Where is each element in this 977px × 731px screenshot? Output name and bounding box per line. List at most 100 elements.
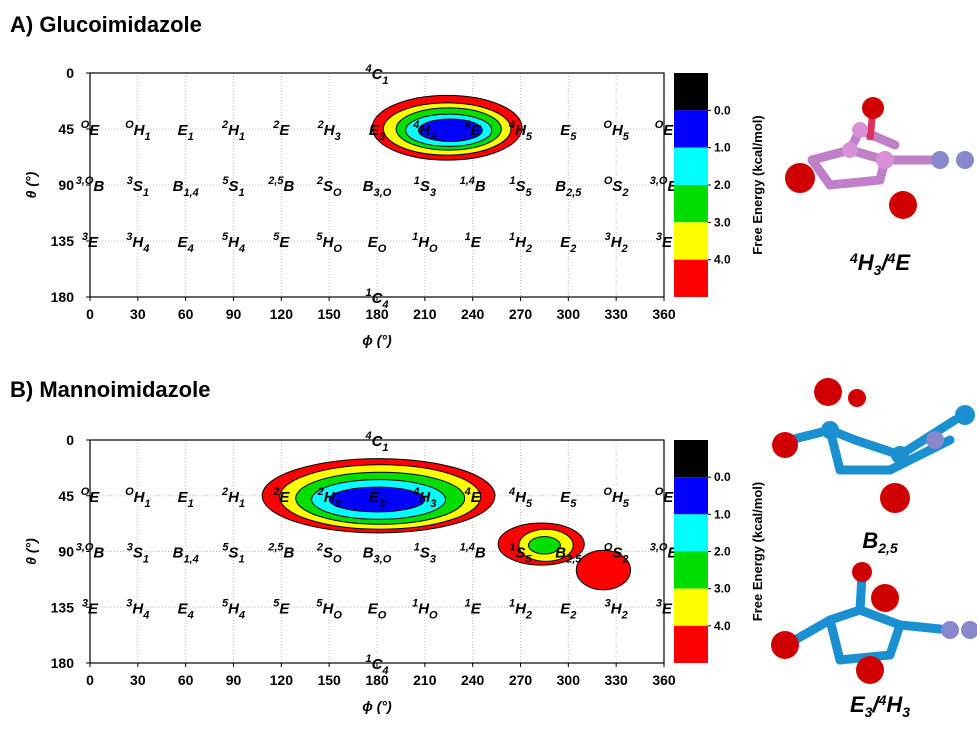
y-tick-label: 0	[66, 432, 74, 448]
label-sup: 4	[508, 119, 515, 131]
label-sub: 1	[382, 75, 388, 87]
colorbar-segment	[674, 440, 708, 477]
label-sub: 3,O	[374, 187, 392, 199]
y-tick-label: 180	[51, 655, 75, 671]
x-tick-label: 240	[461, 306, 485, 322]
label-base: B	[555, 178, 566, 195]
colorbar-tick-label: 0.0	[714, 103, 731, 117]
label-base: B	[284, 178, 295, 195]
x-tick-label: 360	[652, 672, 676, 688]
x-tick-label: 270	[509, 306, 533, 322]
label-sub: 2,5	[565, 187, 582, 199]
label-base: S	[133, 178, 143, 195]
label-sub: 4	[381, 299, 388, 311]
label-sup: 4	[508, 486, 515, 498]
y-tick-label: 135	[51, 599, 75, 615]
label-sub: 2,5	[565, 554, 582, 566]
label-sup: 4	[412, 486, 419, 498]
colorbar-tick-label: 0.0	[714, 470, 731, 484]
colorbar-segment	[674, 552, 708, 589]
x-tick-label: 360	[652, 306, 676, 322]
colorbar-tick-label: 3.0	[714, 215, 731, 229]
label-sub: 4	[187, 243, 194, 255]
label-base: E	[471, 600, 482, 617]
label-sup: 3,O	[650, 542, 668, 554]
structure-caption: 4H3​/4E	[849, 250, 911, 278]
label-base: E	[89, 489, 100, 506]
label-base: S	[323, 178, 333, 195]
label-sup: 4	[878, 692, 887, 708]
label-base: S	[515, 178, 525, 195]
label-base: B	[363, 545, 374, 562]
x-tick-label: 210	[413, 672, 437, 688]
x-tick-label: 30	[130, 672, 146, 688]
label-sub: 3	[902, 704, 910, 720]
y-tick-label: 90	[58, 544, 74, 560]
label-base: B	[475, 545, 486, 562]
colorbar-tick-label: 4.0	[714, 619, 731, 633]
label-sup: 4	[412, 119, 419, 131]
x-axis-label: ϕ (°)	[362, 698, 392, 714]
colorbar-segment	[674, 260, 708, 297]
label-base: S	[228, 545, 238, 562]
x-tick-label: 210	[413, 306, 437, 322]
label-base: S	[612, 178, 622, 195]
colorbar-segment	[674, 73, 708, 110]
structure-caption: E3​/4H3​	[850, 692, 910, 720]
label-sup: 1,4	[460, 175, 475, 187]
label-sup: 2	[316, 542, 323, 554]
label-base: B	[93, 178, 104, 195]
x-tick-label: 330	[604, 672, 628, 688]
label-sup: 2	[317, 486, 324, 498]
x-tick-label: 300	[557, 306, 581, 322]
x-tick-label: 90	[226, 672, 242, 688]
x-tick-label: 150	[317, 306, 341, 322]
label-sup: 3,O	[76, 175, 94, 187]
colorbar-tick-label: 3.0	[714, 582, 731, 596]
x-tick-label: 60	[178, 672, 194, 688]
label-base: E	[279, 234, 290, 251]
x-tick-label: 30	[130, 306, 146, 322]
label-base: B	[475, 178, 486, 195]
label-sub: 4	[381, 665, 388, 677]
molecule-a	[785, 97, 974, 219]
label-sup: 3,O	[76, 542, 94, 554]
x-tick-label: 330	[604, 306, 628, 322]
label-base: E	[279, 489, 290, 506]
label-sub: 4	[238, 243, 245, 255]
label-base: H	[858, 250, 875, 275]
structure-caption: B2,5​	[862, 528, 898, 556]
y-tick-label: 90	[58, 177, 74, 193]
x-tick-label: 0	[86, 306, 94, 322]
label-base: E	[471, 489, 482, 506]
label-base: E	[279, 122, 290, 139]
x-tick-label: 150	[317, 672, 341, 688]
label-base: S	[323, 545, 333, 562]
colorbar-segment	[674, 185, 708, 222]
molecule-b2	[771, 562, 977, 684]
colorbar-segment	[674, 589, 708, 626]
label-sup: 2	[221, 486, 228, 498]
label-sub: 4	[142, 243, 149, 255]
label-base: S	[420, 545, 430, 562]
colorbar-label: Free Energy (kcal/mol)	[750, 482, 765, 621]
label-base: E	[89, 122, 100, 139]
label-sub: 4	[187, 609, 194, 621]
label-sup: 2	[221, 119, 228, 131]
label-base: E	[663, 122, 674, 139]
y-tick-label: 135	[51, 233, 75, 249]
x-tick-label: 300	[557, 672, 581, 688]
label-base: E	[279, 600, 290, 617]
x-tick-label: 60	[178, 306, 194, 322]
label-base: B	[363, 178, 374, 195]
x-axis-label: ϕ (°)	[362, 332, 392, 348]
label-base: S	[612, 545, 622, 562]
y-tick-label: 45	[58, 488, 74, 504]
molecule-b1	[772, 378, 975, 513]
label-sub: 2	[621, 243, 628, 255]
label-sup: 2	[316, 175, 323, 187]
label-sub: 1	[239, 498, 245, 510]
x-tick-label: 120	[270, 306, 294, 322]
label-sup: 4	[887, 250, 896, 266]
label-sub: 1,4	[183, 554, 198, 566]
